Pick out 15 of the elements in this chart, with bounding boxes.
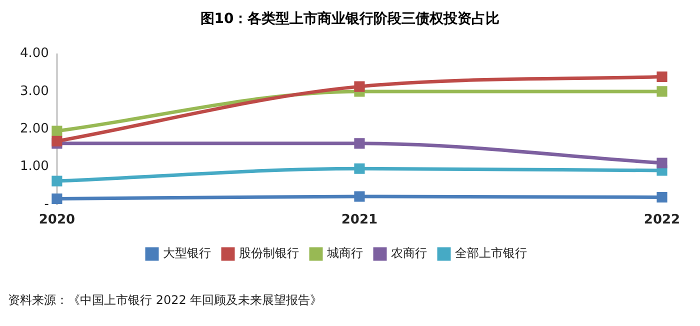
legend-label: 农商行 — [391, 246, 427, 260]
text: 资料来源：《中国上市银行 2022 年回顾及未来展望报告》 — [8, 292, 324, 309]
legend-label: 城商行 — [326, 246, 363, 260]
y-tick-label: 4.00 — [20, 46, 49, 62]
x-tick-label: 2022 — [644, 212, 680, 228]
x-tick-label: 2021 — [341, 212, 378, 228]
y-tick-label: 3.00 — [20, 84, 49, 99]
legend-label: 股份制银行 — [239, 246, 299, 260]
y-tick-label: 1.00 — [20, 159, 49, 174]
chart-title: 图10：各类型上市商业银行阶段三债权投资占比 — [199, 10, 501, 29]
legend-label: 全部上市银行 — [455, 246, 527, 260]
legend-label: 大型银行 — [163, 246, 211, 260]
y-tick-label: - — [44, 196, 50, 212]
y-tick-label: 2.00 — [20, 121, 49, 136]
x-tick-label: 2020 — [38, 212, 76, 228]
